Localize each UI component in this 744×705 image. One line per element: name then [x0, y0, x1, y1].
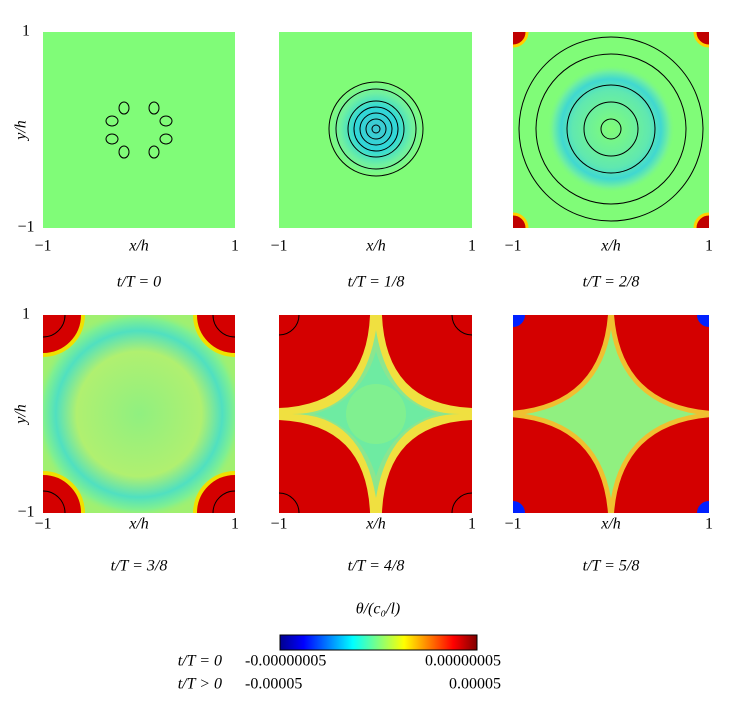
y-tick-label: −1: [17, 219, 34, 236]
panel-caption: t/T = 3/8: [111, 558, 168, 575]
y-tick-label: 1: [22, 306, 30, 323]
x-tick-label: 1: [231, 516, 239, 533]
x-tick-label: −1: [504, 238, 521, 255]
y-axis-label: y/h: [13, 120, 30, 142]
x-axis-label: x/h: [365, 238, 386, 255]
x-tick-label: 1: [468, 238, 476, 255]
panel-labels: 1 −1 y/h −1 1 x/h t/T = 0 −1 1 x/h t/T =…: [13, 23, 713, 575]
colorbar-gradient: [279, 634, 478, 651]
panel-caption: t/T = 4/8: [348, 558, 405, 575]
x-axis-label: x/h: [600, 516, 621, 533]
colorbar-row-label: t/T = 0: [178, 653, 222, 670]
y-tick-label: 1: [22, 23, 30, 40]
x-tick-label: −1: [270, 238, 287, 255]
panel-caption: t/T = 5/8: [583, 558, 640, 575]
colorbar: θ/(c₀/l) t/T = 0 -0.00000005 0.00000005 …: [178, 601, 501, 693]
colorbar-title: θ/(c₀/l): [356, 601, 401, 618]
colorbar-max: 0.00005: [449, 676, 501, 693]
y-tick-label: −1: [17, 504, 34, 521]
field-map: [513, 315, 709, 513]
colorbar-max: 0.00000005: [425, 653, 501, 670]
field-map: [43, 32, 235, 228]
panel-caption: t/T = 1/8: [348, 274, 405, 291]
panel-caption: t/T = 0: [117, 274, 161, 291]
x-axis-label: x/h: [128, 516, 149, 533]
field-map: [43, 315, 235, 513]
y-axis-label: y/h: [13, 404, 30, 426]
x-axis-label: x/h: [128, 238, 149, 255]
x-tick-label: 1: [231, 238, 239, 255]
x-tick-label: 1: [705, 516, 713, 533]
x-tick-label: −1: [34, 238, 51, 255]
colorbar-row-label: t/T > 0: [178, 676, 222, 693]
colorbar-min: -0.00005: [245, 676, 302, 693]
field-map: [513, 32, 709, 228]
x-axis-label: x/h: [365, 516, 386, 533]
x-tick-label: −1: [34, 516, 51, 533]
x-tick-label: 1: [468, 516, 476, 533]
x-tick-label: −1: [270, 516, 287, 533]
x-axis-label: x/h: [600, 238, 621, 255]
x-tick-label: −1: [504, 516, 521, 533]
field-map: [279, 32, 472, 228]
panel-caption: t/T = 2/8: [583, 274, 640, 291]
x-tick-label: 1: [705, 238, 713, 255]
colorbar-min: -0.00000005: [245, 653, 326, 670]
field-map: [279, 315, 472, 513]
